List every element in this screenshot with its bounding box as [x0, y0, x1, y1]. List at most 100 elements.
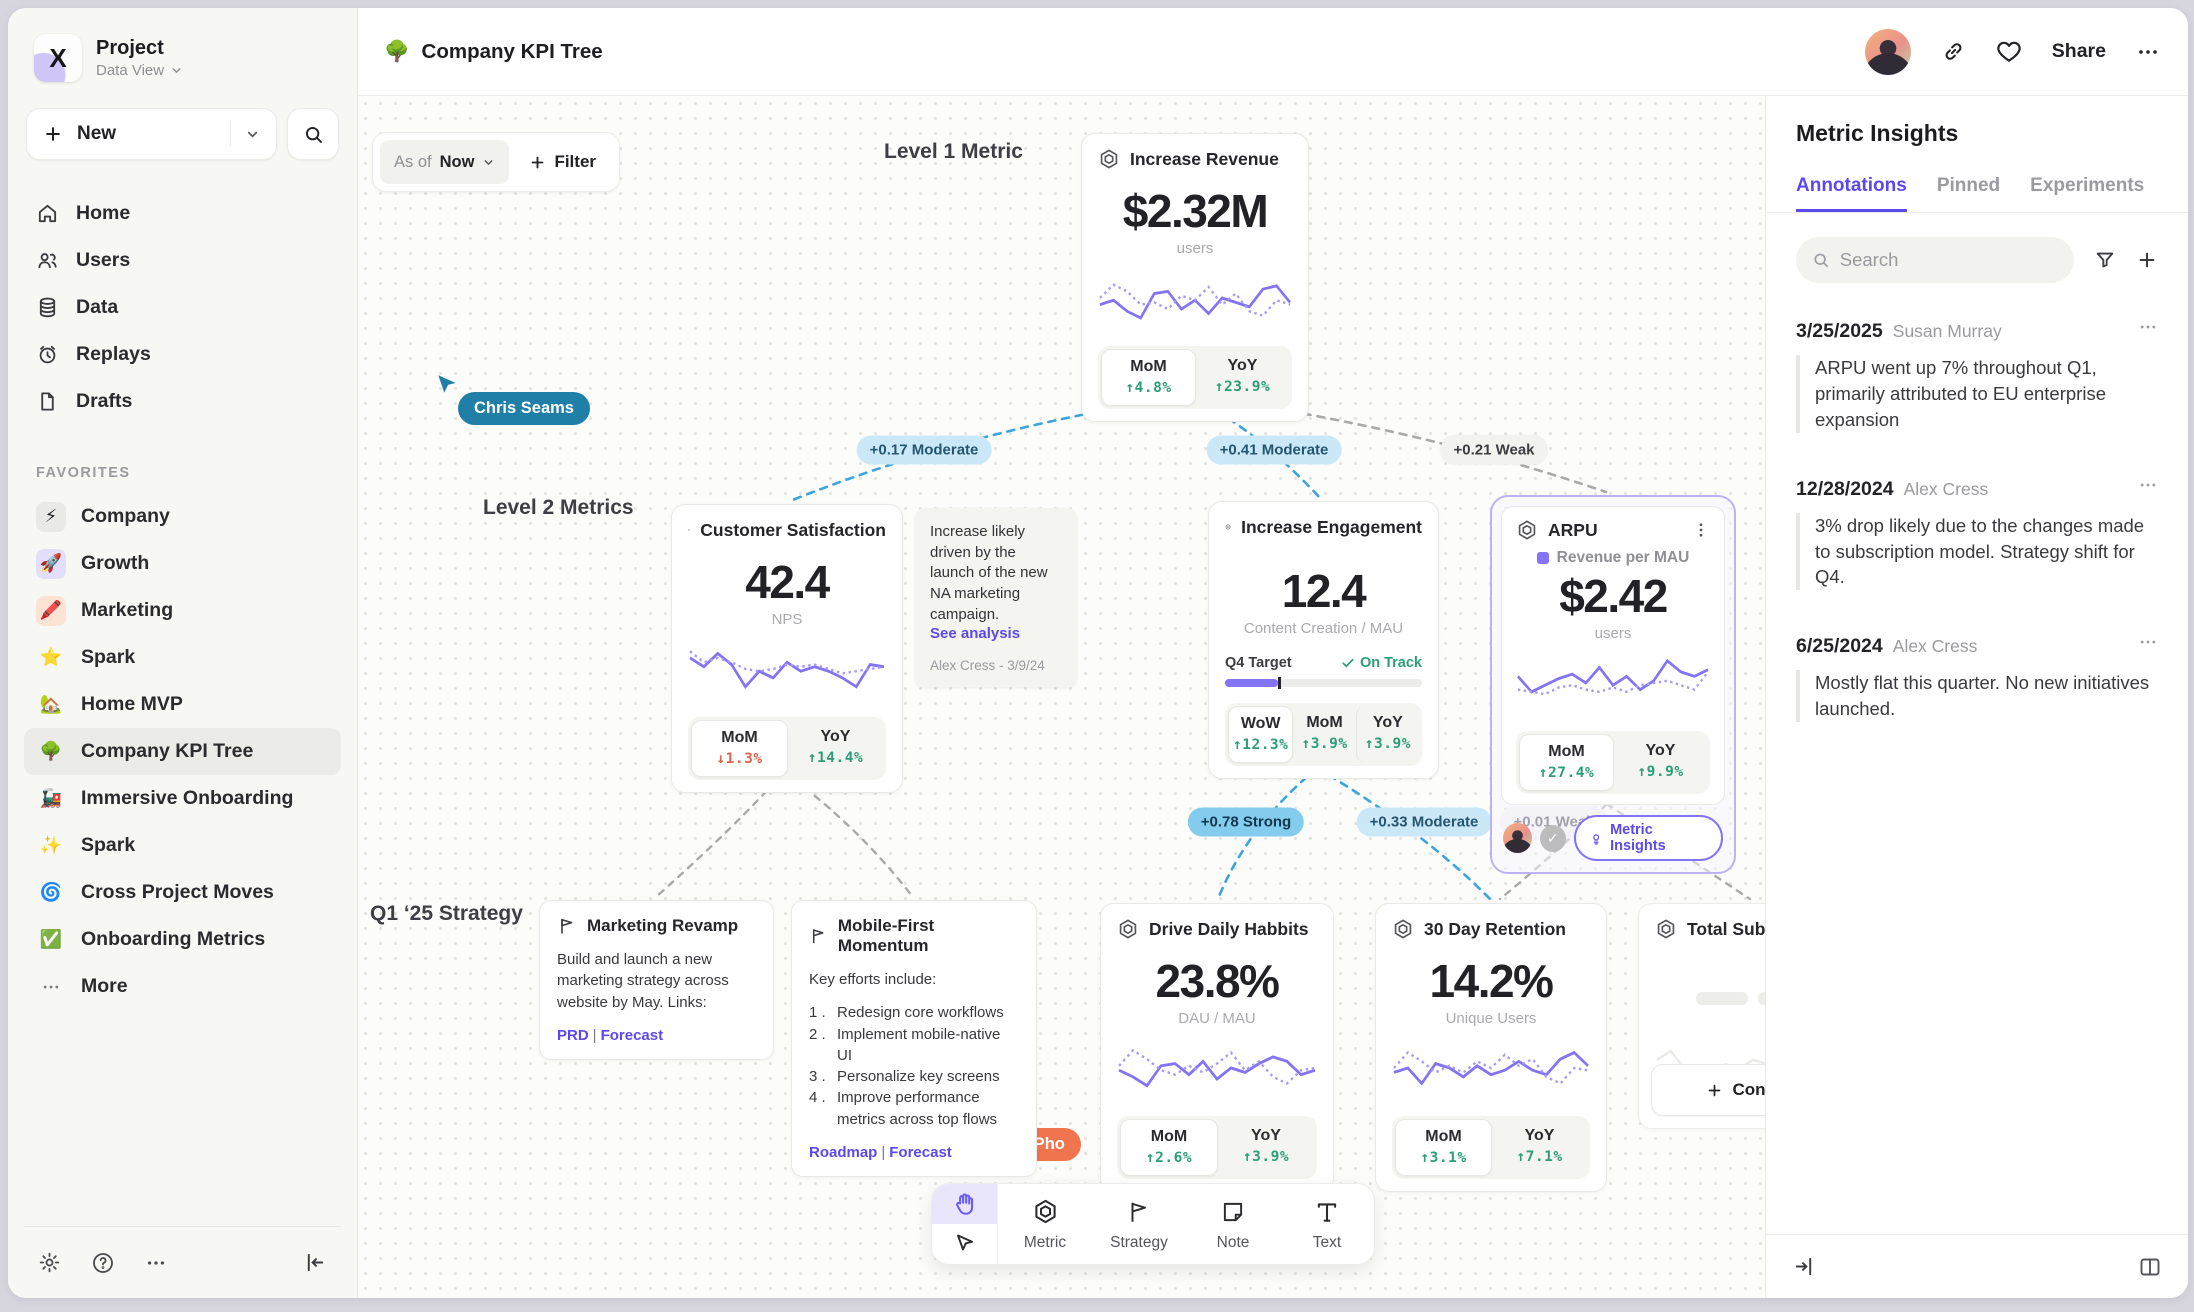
sidebar-item-replays[interactable]: Replays	[24, 331, 341, 378]
metric-insights-button[interactable]: Metric Insights	[1573, 815, 1723, 861]
favorite-immersive-onboarding[interactable]: 🚂 Immersive Onboarding	[24, 775, 341, 822]
sidebar-search-button[interactable]	[287, 108, 339, 160]
favorite-marketing[interactable]: 🖍️ Marketing	[24, 587, 341, 634]
metric-card-drive-daily-habbits[interactable]: Drive Daily Habbits 23.8% DAU / MAU MoM ↑…	[1100, 903, 1334, 1192]
collapse-sidebar-icon[interactable]	[304, 1251, 327, 1274]
strategy-card-marketing-revamp[interactable]: Marketing Revamp Build and launch a new …	[539, 900, 774, 1060]
strategy-tool-button[interactable]: Strategy	[1092, 1184, 1186, 1264]
replay-clock-icon	[39, 345, 56, 364]
plus-icon	[532, 156, 544, 168]
metric-card-increase-revenue[interactable]: Increase Revenue $2.32M users MoM ↑4.8% Y…	[1081, 133, 1309, 422]
favorite-company-kpi-tree[interactable]: 🌳 Company KPI Tree	[24, 728, 341, 775]
favorite-cross-project-moves[interactable]: 🌀 Cross Project Moves	[24, 869, 341, 916]
favorite-spark-2[interactable]: ✨ Spark	[24, 822, 341, 869]
metric-unit: Content Creation / MAU	[1243, 620, 1404, 637]
kebab-menu-icon[interactable]	[1692, 521, 1710, 539]
workspace-label: Data View	[96, 62, 165, 79]
tab-experiments[interactable]: Experiments	[2030, 175, 2145, 196]
zap-icon: ⚡	[36, 501, 66, 532]
metric-card-arpu-selected[interactable]: ARPU Revenue per MAU $2.42 users	[1490, 495, 1736, 874]
favorites-more[interactable]: More	[24, 963, 341, 1010]
annotation-menu-icon[interactable]	[2138, 632, 2158, 652]
user-avatar[interactable]	[1864, 28, 1911, 75]
connect-data-button[interactable]: Connect	[1651, 1064, 1765, 1116]
sidebar-item-label: Drafts	[76, 390, 133, 412]
forecast-link[interactable]: Forecast	[600, 1026, 664, 1044]
panel-title: Metric Insights	[1796, 120, 1959, 146]
more-options-icon[interactable]	[2136, 40, 2160, 64]
split-view-icon[interactable]	[2138, 1255, 2162, 1279]
metric-card-customer-satisfaction[interactable]: Customer Satisfaction 42.4 NPS MoM ↓1.3% …	[671, 504, 903, 793]
annotation-item[interactable]: 3/25/2025 Susan Murray ARPU went up 7% t…	[1796, 317, 2158, 433]
edge-correlation-label: +0.33 Moderate	[1356, 807, 1492, 837]
panel-footer	[1766, 1234, 2188, 1298]
text-tool-button[interactable]: Text	[1280, 1184, 1374, 1264]
filter-funnel-icon[interactable]	[2094, 249, 2116, 271]
metric-value: 14.2%	[1429, 955, 1554, 1007]
strategy-label: Q1 ‘25 Strategy	[370, 902, 523, 925]
metric-hexagon-icon	[688, 529, 690, 531]
metric-card-total-subscriptions[interactable]: Total Subscript Connect	[1638, 903, 1765, 1129]
app-window: X Project Data View New	[8, 8, 2188, 1298]
annotation-menu-icon[interactable]	[2138, 317, 2158, 337]
see-analysis-link[interactable]: See analysis	[930, 625, 1021, 643]
rocket-icon: 🚀	[36, 548, 66, 579]
sidebar-item-home[interactable]: Home	[24, 190, 341, 237]
gear-icon[interactable]	[38, 1251, 61, 1274]
canvas-tool-palette: Metric Strategy Note Text	[931, 1183, 1375, 1265]
add-annotation-icon[interactable]	[2136, 249, 2158, 271]
target-label: Q4 Target	[1225, 655, 1292, 671]
kpi-tree-canvas[interactable]: As of Now Filter Level 1 Metric Level 2 …	[358, 96, 1765, 1298]
delta-wow: ↑12.3%	[1233, 737, 1289, 753]
prd-link[interactable]: PRD	[557, 1026, 589, 1044]
forecast-link[interactable]: Forecast	[889, 1144, 952, 1162]
add-filter-button[interactable]: Filter	[513, 152, 612, 172]
collapse-panel-icon[interactable]	[1792, 1255, 1815, 1278]
annotation-author: Susan Murray	[1892, 321, 2002, 341]
sidebar-item-data[interactable]: Data	[24, 284, 341, 331]
sidebar-nav: Home Users Data Replays Drafts	[24, 190, 341, 425]
users-icon	[38, 253, 57, 269]
more-icon[interactable]	[145, 1252, 167, 1274]
favorite-spark[interactable]: ⭐ Spark	[24, 634, 341, 681]
metric-hexagon-icon	[1394, 919, 1412, 939]
tab-pinned[interactable]: Pinned	[1936, 175, 2001, 196]
tab-annotations[interactable]: Annotations	[1796, 175, 1907, 212]
metric-hexagon-icon	[1225, 524, 1231, 530]
canvas-note-card[interactable]: Increase likely driven by the launch of …	[915, 508, 1077, 688]
favorite-home-mvp[interactable]: 🏡 Home MVP	[24, 681, 341, 728]
strategy-card-mobile-first-momentum[interactable]: Mobile-First Momentum Key efforts includ…	[791, 900, 1037, 1178]
annotation-item[interactable]: 12/28/2024 Alex Cress 3% drop likely due…	[1796, 475, 2158, 591]
hand-tool-button[interactable]	[932, 1184, 997, 1224]
favorite-company[interactable]: ⚡ Company	[24, 493, 341, 540]
new-button[interactable]: New	[26, 108, 277, 160]
metric-tool-button[interactable]: Metric	[998, 1184, 1092, 1264]
chevron-down-icon[interactable]	[245, 127, 260, 142]
annotation-text: Mostly flat this quarter. No new initiat…	[1796, 670, 2158, 723]
note-tool-button[interactable]: Note	[1186, 1184, 1280, 1264]
workspace-switcher[interactable]: Data View	[96, 62, 183, 79]
search-input[interactable]	[1839, 249, 2058, 271]
annotations-search[interactable]	[1796, 237, 2074, 283]
sidebar-item-drafts[interactable]: Drafts	[24, 378, 341, 425]
annotation-item[interactable]: 6/25/2024 Alex Cress Mostly flat this qu…	[1796, 632, 2158, 723]
select-tool-button[interactable]	[932, 1224, 997, 1264]
annotation-menu-icon[interactable]	[2138, 475, 2158, 495]
share-button[interactable]: Share	[2051, 40, 2106, 62]
metric-hexagon-icon	[1518, 520, 1536, 540]
favorite-onboarding-metrics[interactable]: ✅ Onboarding Metrics	[24, 916, 341, 963]
sidebar-item-users[interactable]: Users	[24, 237, 341, 284]
delta-mom: ↑3.1%	[1420, 1150, 1467, 1166]
favorite-heart-icon[interactable]	[1996, 39, 2022, 65]
help-icon[interactable]	[91, 1251, 115, 1275]
copy-link-icon[interactable]	[1941, 39, 1966, 64]
metric-unit: DAU / MAU	[1178, 1010, 1256, 1027]
roadmap-link[interactable]: Roadmap	[809, 1144, 878, 1162]
metric-card-30-day-retention[interactable]: 30 Day Retention 14.2% Unique Users MoM ↑…	[1375, 903, 1607, 1192]
favorite-growth[interactable]: 🚀 Growth	[24, 540, 341, 587]
annotation-author: Alex Cress	[1892, 636, 1978, 657]
as-of-dropdown[interactable]: As of Now	[380, 140, 510, 184]
edge-correlation-label: +0.41 Moderate	[1206, 435, 1342, 465]
project-switcher[interactable]: X Project Data View	[24, 34, 341, 82]
metric-card-increase-engagement[interactable]: Increase Engagement 12.4 Content Creatio…	[1208, 501, 1439, 779]
